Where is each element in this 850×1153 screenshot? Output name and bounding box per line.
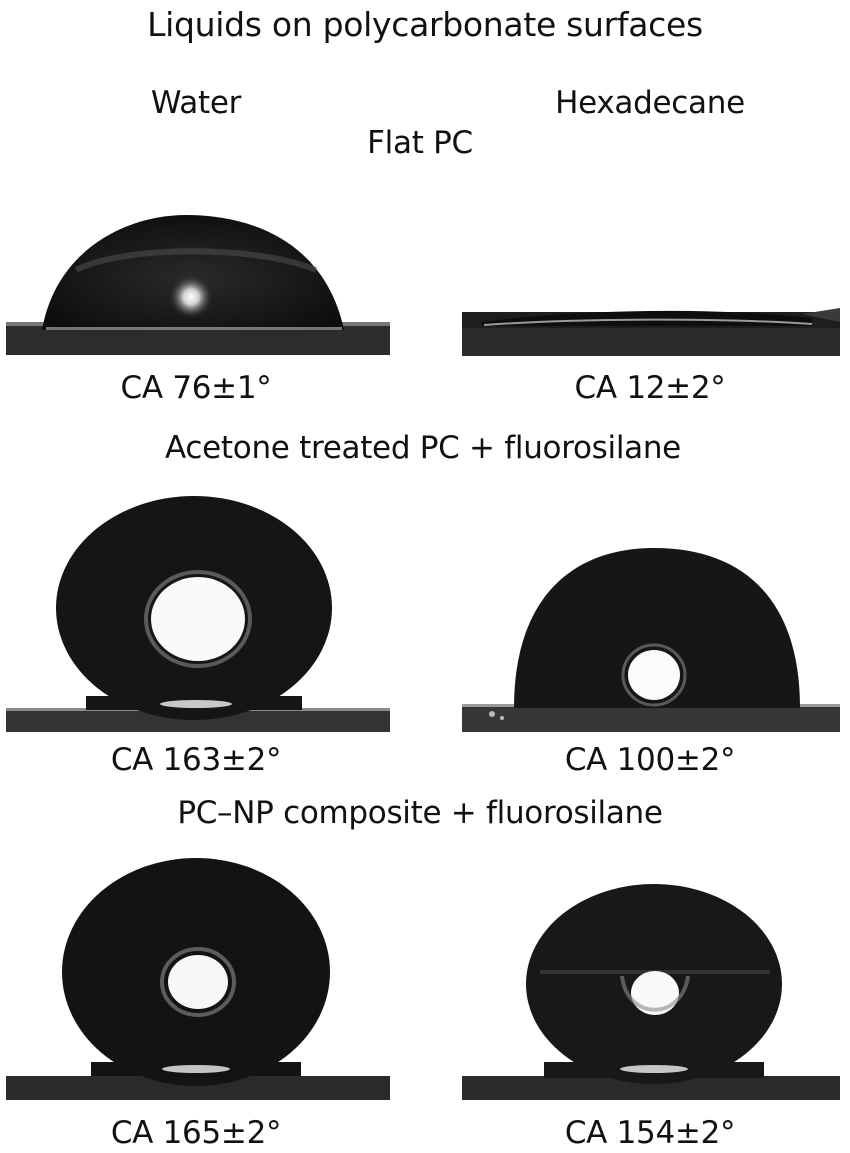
water-droplet-image-flat-pc — [6, 190, 390, 355]
hexadecane-droplet-image-flat-pc — [462, 300, 840, 356]
contact-angle-hexadecane-pc-np-composite: CA 154±2° — [564, 1115, 736, 1151]
contact-angle-hexadecane-flat-pc: CA 12±2° — [574, 370, 726, 406]
hexadecane-droplet-image-pc-np-composite — [462, 876, 840, 1100]
column-label-hexadecane: Hexadecane — [555, 85, 745, 121]
column-label-water: Water — [150, 85, 242, 121]
contact-angle-water-flat-pc: CA 76±1° — [120, 370, 272, 406]
section-label-flat-pc: Flat PC — [367, 125, 473, 161]
water-droplet-image-acetone-treated — [6, 488, 390, 732]
figure-title: Liquids on polycarbonate surfaces — [147, 5, 703, 44]
hexadecane-droplet-image-acetone-treated — [462, 538, 840, 732]
contact-angle-water-acetone-treated: CA 163±2° — [110, 742, 282, 778]
section-label-acetone-treated: Acetone treated PC + fluorosilane — [165, 430, 681, 466]
section-label-pc-np-composite: PC–NP composite + fluorosilane — [177, 795, 663, 831]
contact-angle-water-pc-np-composite: CA 165±2° — [110, 1115, 282, 1151]
water-droplet-image-pc-np-composite — [6, 854, 390, 1100]
contact-angle-hexadecane-acetone-treated: CA 100±2° — [564, 742, 736, 778]
